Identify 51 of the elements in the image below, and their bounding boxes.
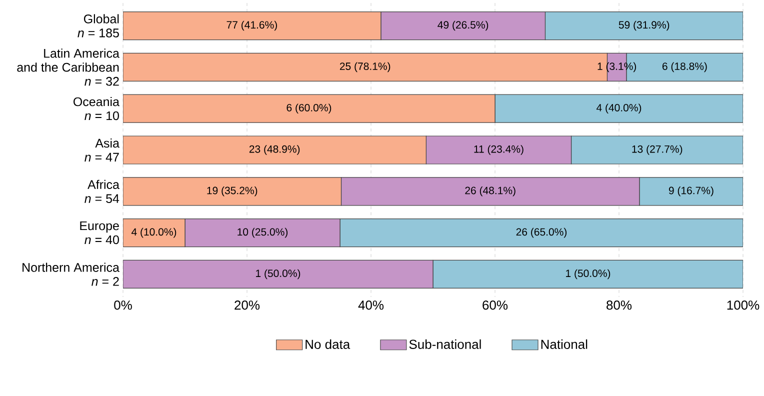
data-label: 13 (27.7%)	[632, 145, 682, 155]
x-tick-label: 80%	[606, 300, 632, 310]
bar	[340, 218, 744, 248]
x-tick-label: 20%	[234, 300, 260, 310]
data-label: 11 (23.4%)	[474, 145, 524, 155]
x-tick-label: 0%	[114, 300, 132, 310]
bar	[380, 11, 546, 40]
y-tick-label: Africa n = 54	[84, 180, 120, 204]
x-tick-label: 60%	[482, 300, 508, 310]
data-label: 9 (16.7%)	[668, 186, 714, 196]
y-tick-label: Latin America and the Caribbean n = 32	[17, 48, 120, 86]
data-label: 10 (25.0%)	[238, 228, 288, 238]
bar	[494, 94, 744, 123]
data-label: 19 (35.2%)	[207, 186, 258, 196]
data-label: 23 (48.9%)	[249, 145, 300, 155]
bar	[123, 94, 496, 123]
data-label: 4 (10.0%)	[131, 228, 176, 238]
data-label: 26 (65.0%)	[516, 228, 567, 238]
x-tick-label: 100%	[727, 300, 760, 310]
data-label: 6 (60.0%)	[286, 104, 332, 114]
bar	[426, 136, 572, 164]
bar	[123, 11, 382, 40]
x-tick-label: 40%	[358, 300, 384, 310]
data-label: 25 (78.1%)	[340, 62, 390, 72]
y-tick-label: Northern America n = 2	[22, 262, 120, 286]
bar	[544, 11, 744, 40]
y-tick-label: Global n = 185	[78, 14, 119, 38]
data-label: 4 (40.0%)	[596, 104, 642, 114]
y-tick-label: Asia n = 47	[84, 138, 120, 162]
y-tick-label: Oceania n = 10	[74, 97, 120, 120]
legend-label: National	[541, 339, 588, 349]
bar	[123, 52, 608, 82]
bar	[123, 218, 186, 248]
bar	[432, 260, 744, 289]
data-label: 77 (41.6%)	[226, 20, 277, 31]
bar	[570, 136, 744, 164]
bar	[123, 260, 434, 289]
legend-label: Sub-national	[409, 339, 481, 349]
data-label: 1 (50.0%)	[256, 269, 300, 280]
data-label: 1 (50.0%)	[566, 269, 610, 280]
bar	[340, 177, 640, 206]
legend-label: No data	[306, 339, 350, 349]
data-label: 26 (48.1%)	[465, 186, 516, 196]
bar	[639, 177, 744, 206]
bar	[184, 218, 340, 248]
data-label: 59 (31.9%)	[618, 20, 670, 31]
y-tick-label: Europe n = 40	[80, 221, 119, 244]
bar	[123, 136, 426, 164]
data-label: 49 (26.5%)	[438, 20, 488, 31]
data-label: 6 (18.8%)	[662, 62, 707, 72]
bar	[123, 177, 342, 206]
